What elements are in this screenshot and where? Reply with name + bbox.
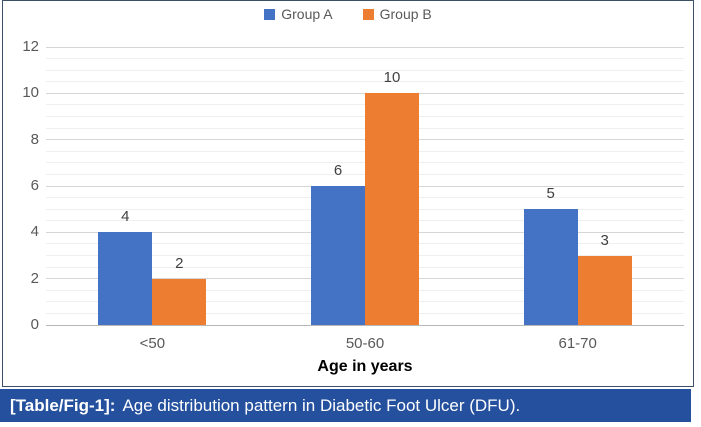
bar-group-b: 10 — [365, 69, 419, 325]
data-label: 2 — [175, 254, 184, 272]
bars-layer: 4 2 6 10 5 3 — [46, 47, 684, 325]
caption-text: Age distribution pattern in Diabetic Foo… — [122, 395, 521, 415]
y-tick-label: 8 — [30, 130, 39, 148]
legend-label: Group B — [379, 6, 432, 22]
legend-item: Group B — [362, 6, 432, 22]
bar-group-b: 3 — [577, 232, 632, 325]
minor-gridline — [46, 81, 684, 83]
plot-area: 4 2 6 10 5 3 — [46, 46, 684, 326]
bar-group: 6 10 — [259, 69, 472, 325]
y-tick-label: 12 — [22, 38, 39, 55]
data-label: 4 — [121, 208, 130, 226]
bar-group-a: 6 — [311, 162, 365, 325]
figure-caption: [Table/Fig-1]: Age distribution pattern … — [0, 389, 691, 422]
x-category-label: 61-70 — [558, 335, 597, 352]
chart-frame: Group A Group B 0 2 4 6 8 10 12 4 2 6 10 5 3 <50 50-6… — [2, 0, 694, 387]
bar-group-b: 2 — [152, 255, 207, 325]
legend-item: Group A — [264, 6, 333, 22]
data-label: 10 — [383, 69, 401, 87]
y-tick-label: 10 — [22, 84, 39, 102]
legend-swatch-icon — [362, 8, 374, 20]
legend: Group A Group B — [3, 6, 693, 22]
caption-label: [Table/Fig-1]: — [10, 395, 116, 415]
minor-gridline — [46, 69, 684, 71]
x-axis: <50 50-60 61-70 — [46, 335, 684, 352]
x-category-label: 50-60 — [345, 335, 385, 352]
x-category-label: <50 — [139, 335, 166, 352]
x-axis-title: Age in years — [317, 358, 413, 375]
y-tick-label: 4 — [30, 223, 39, 241]
data-label: 3 — [600, 231, 609, 249]
y-tick-label: 2 — [30, 269, 39, 287]
data-label: 5 — [546, 185, 555, 203]
major-gridline — [46, 46, 684, 48]
category-slot: 6 10 — [259, 47, 472, 325]
bar-group-a: 4 — [98, 208, 153, 325]
minor-gridline — [46, 58, 684, 60]
y-tick-label: 0 — [30, 316, 39, 333]
y-tick-label: 6 — [30, 177, 39, 194]
data-label: 6 — [333, 162, 343, 179]
bar-group-a: 5 — [523, 185, 578, 325]
y-axis: 0 2 4 6 8 10 12 — [3, 39, 39, 333]
legend-label: Group A — [281, 6, 333, 22]
x-axis-line — [46, 324, 684, 326]
legend-swatch-icon — [264, 8, 276, 20]
